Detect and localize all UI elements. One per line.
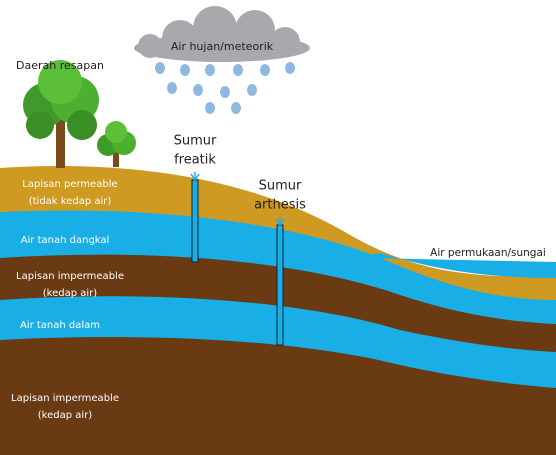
layer-label: Air tanah dalam: [20, 320, 100, 331]
well-label: arthesis: [254, 198, 306, 213]
cloud-label: Air hujan/meteorik: [171, 40, 274, 53]
layer-label: (tidak kedap air): [29, 196, 112, 207]
layer-label: Lapisan impermeable: [11, 393, 119, 404]
layer-label: (kedap air): [43, 288, 98, 299]
tree: [23, 60, 99, 168]
region-label: Daerah resapan: [16, 59, 104, 72]
river-label: Air permukaan/sungai: [430, 247, 546, 259]
layer-label: (kedap air): [38, 410, 93, 421]
impermeable-layer: [0, 337, 556, 455]
layer-label: Lapisan permeable: [22, 179, 117, 190]
layer-label: Air tanah dangkal: [21, 235, 110, 246]
river: [332, 252, 556, 278]
raindrops: [155, 62, 295, 114]
well-label: freatik: [174, 153, 216, 168]
well-label: Sumur: [174, 134, 217, 149]
tree: [97, 121, 136, 167]
layer-label: Lapisan impermeable: [16, 271, 124, 282]
well-label: Sumur: [259, 179, 302, 194]
cloud: [134, 6, 310, 62]
well-pipe: [275, 217, 285, 346]
well-pipe: [190, 172, 200, 263]
